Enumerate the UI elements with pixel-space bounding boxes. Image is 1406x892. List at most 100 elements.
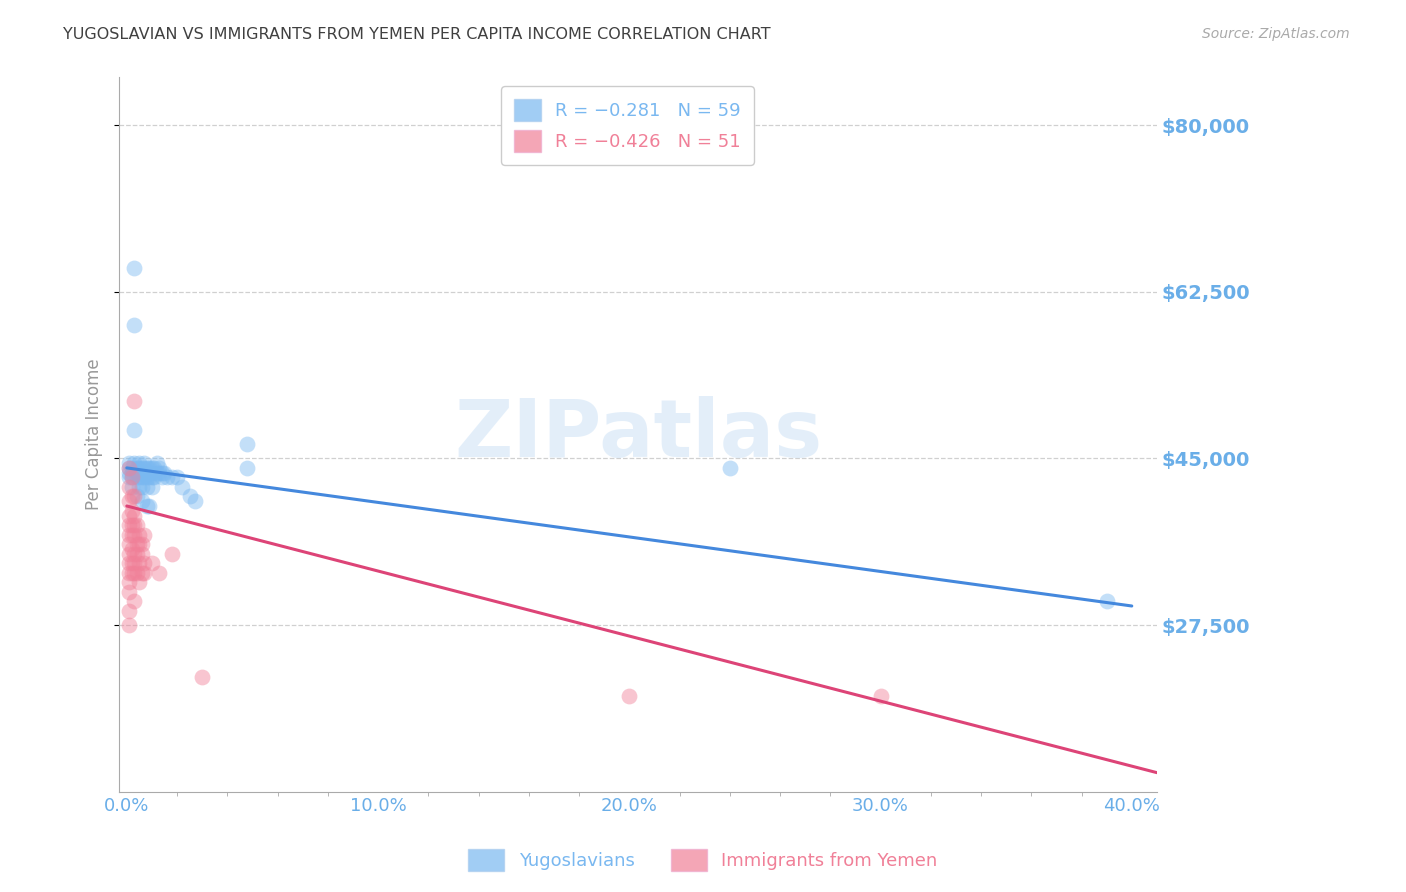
Point bbox=[156, 470, 179, 484]
Point bbox=[134, 556, 156, 570]
Point bbox=[869, 690, 891, 704]
Text: YUGOSLAVIAN VS IMMIGRANTS FROM YEMEN PER CAPITA INCOME CORRELATION CHART: YUGOSLAVIAN VS IMMIGRANTS FROM YEMEN PER… bbox=[63, 27, 770, 42]
Point bbox=[121, 470, 143, 484]
Point bbox=[118, 604, 141, 618]
Point bbox=[143, 470, 166, 484]
Point bbox=[121, 541, 143, 556]
Point bbox=[128, 527, 150, 541]
Point bbox=[124, 594, 146, 608]
Point bbox=[134, 461, 156, 475]
Point bbox=[121, 490, 143, 504]
Point bbox=[125, 566, 148, 580]
Point bbox=[124, 508, 146, 523]
Point bbox=[134, 527, 156, 541]
Point bbox=[118, 537, 141, 551]
Point bbox=[172, 480, 194, 494]
Point bbox=[118, 466, 141, 480]
Point bbox=[118, 456, 141, 470]
Point bbox=[124, 260, 146, 275]
Point bbox=[718, 461, 741, 475]
Text: Source: ZipAtlas.com: Source: ZipAtlas.com bbox=[1202, 27, 1350, 41]
Point bbox=[124, 527, 146, 541]
Point bbox=[124, 394, 146, 409]
Point bbox=[138, 470, 160, 484]
Point bbox=[128, 461, 150, 475]
Point bbox=[128, 575, 150, 590]
Point bbox=[160, 547, 183, 561]
Point bbox=[118, 575, 141, 590]
Text: ZIPatlas: ZIPatlas bbox=[454, 395, 823, 474]
Point bbox=[121, 466, 143, 480]
Point bbox=[128, 556, 150, 570]
Point bbox=[124, 518, 146, 533]
Point bbox=[183, 494, 205, 508]
Point bbox=[135, 461, 157, 475]
Point bbox=[121, 518, 143, 533]
Point bbox=[125, 518, 148, 533]
Y-axis label: Per Capita Income: Per Capita Income bbox=[86, 359, 103, 510]
Point bbox=[131, 494, 153, 508]
Point bbox=[124, 566, 146, 580]
Point bbox=[135, 480, 157, 494]
Point bbox=[236, 461, 259, 475]
Point bbox=[134, 456, 156, 470]
Point bbox=[124, 318, 146, 332]
Point bbox=[146, 466, 169, 480]
Point bbox=[118, 461, 141, 475]
Point bbox=[141, 556, 163, 570]
Point bbox=[1095, 594, 1118, 608]
Point bbox=[118, 470, 141, 484]
Point bbox=[118, 584, 141, 599]
Point bbox=[166, 470, 188, 484]
Point bbox=[125, 466, 148, 480]
Point bbox=[141, 480, 163, 494]
Point bbox=[124, 490, 146, 504]
Point bbox=[118, 508, 141, 523]
Point bbox=[121, 480, 143, 494]
Point bbox=[121, 504, 143, 518]
Point bbox=[118, 461, 141, 475]
Point bbox=[118, 618, 141, 632]
Point bbox=[121, 527, 143, 541]
Point bbox=[148, 466, 170, 480]
Point bbox=[125, 461, 148, 475]
Point bbox=[138, 461, 160, 475]
Legend: Yugoslavians, Immigrants from Yemen: Yugoslavians, Immigrants from Yemen bbox=[461, 842, 945, 879]
Point bbox=[138, 466, 160, 480]
Point bbox=[121, 470, 143, 484]
Point bbox=[118, 480, 141, 494]
Point bbox=[125, 470, 148, 484]
Point bbox=[118, 547, 141, 561]
Point bbox=[118, 494, 141, 508]
Point bbox=[131, 537, 153, 551]
Point bbox=[138, 499, 160, 513]
Point bbox=[131, 480, 153, 494]
Point bbox=[131, 547, 153, 561]
Point bbox=[131, 566, 153, 580]
Point bbox=[124, 556, 146, 570]
Point bbox=[128, 470, 150, 484]
Point bbox=[134, 466, 156, 480]
Point bbox=[121, 566, 143, 580]
Point bbox=[150, 470, 173, 484]
Point bbox=[619, 690, 641, 704]
Point bbox=[236, 437, 259, 451]
Point bbox=[118, 566, 141, 580]
Point bbox=[153, 466, 176, 480]
Point bbox=[121, 556, 143, 570]
Point bbox=[118, 556, 141, 570]
Point bbox=[146, 456, 169, 470]
Point bbox=[191, 670, 214, 684]
Point bbox=[135, 499, 157, 513]
Point bbox=[135, 470, 157, 484]
Point bbox=[125, 537, 148, 551]
Point bbox=[124, 456, 146, 470]
Point bbox=[125, 547, 148, 561]
Point bbox=[124, 423, 146, 437]
Point bbox=[128, 480, 150, 494]
Point bbox=[128, 537, 150, 551]
Point bbox=[134, 470, 156, 484]
Point bbox=[125, 490, 148, 504]
Point bbox=[118, 527, 141, 541]
Point bbox=[131, 470, 153, 484]
